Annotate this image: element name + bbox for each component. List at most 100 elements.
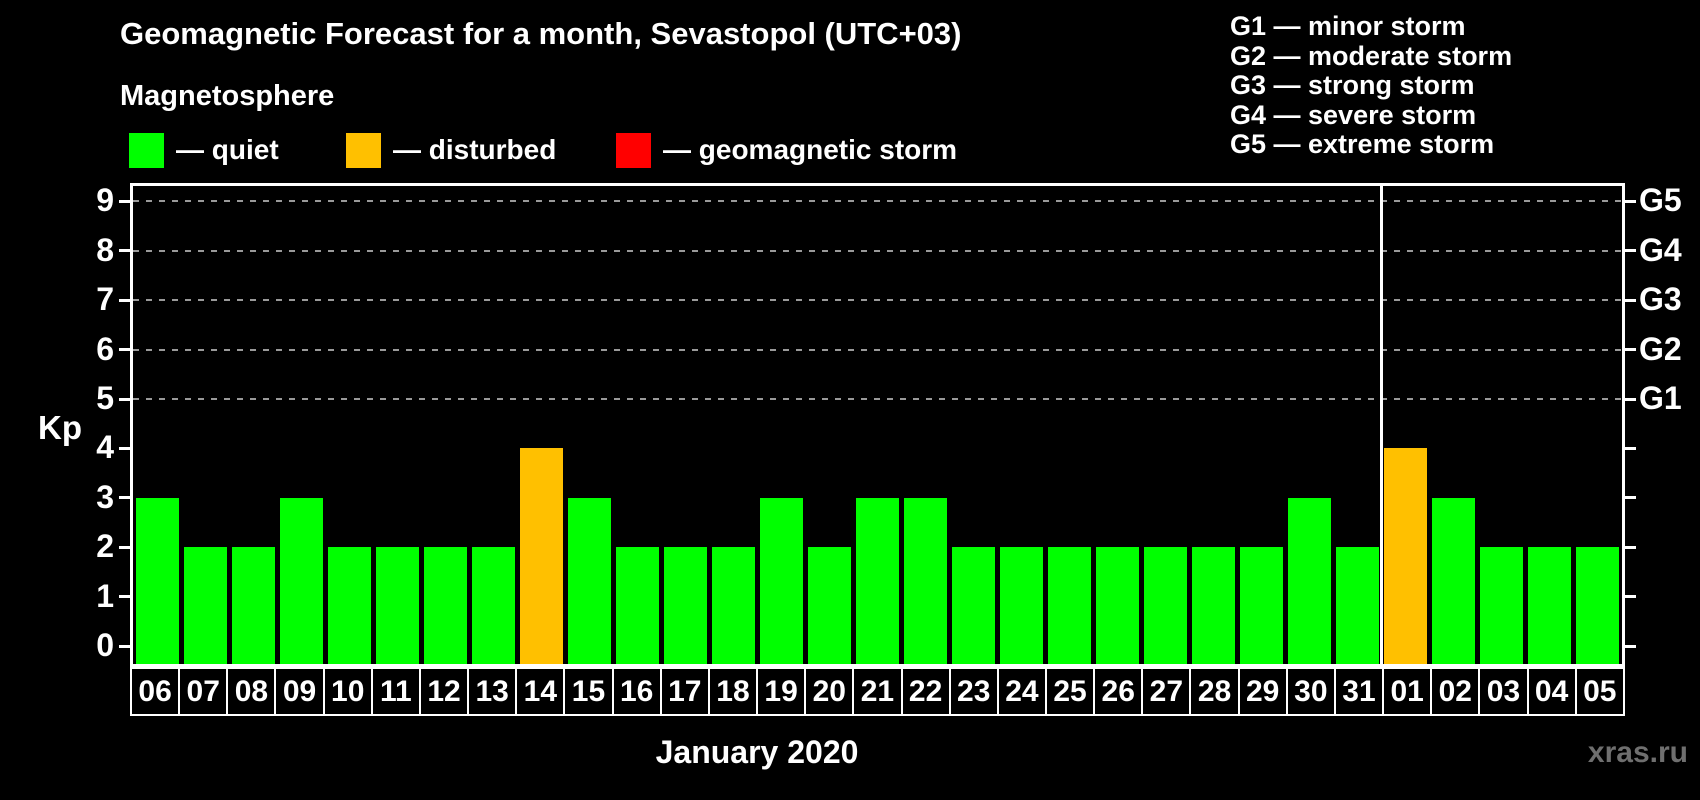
day-label-28: 28 bbox=[1191, 669, 1240, 714]
day-label-row: 06 07 08 09 10 11 12 13 14 15 16 17 18 19 20 21 22 23 24 25… bbox=[130, 667, 1625, 716]
kp-bar-11 bbox=[375, 547, 419, 664]
kp-bar-13 bbox=[471, 547, 515, 664]
day-label-03: 03 bbox=[1480, 669, 1529, 714]
day-label-29: 29 bbox=[1240, 669, 1288, 714]
left-tick-2 bbox=[119, 545, 130, 549]
y-tick-label-4: 4 bbox=[96, 429, 114, 466]
right-axis-label-g1: G1 bbox=[1639, 379, 1682, 416]
y-tick-label-3: 3 bbox=[96, 478, 114, 515]
kp-bar-08 bbox=[231, 547, 275, 664]
day-label-16: 16 bbox=[614, 669, 662, 714]
right-tick-5 bbox=[1625, 397, 1636, 401]
kp-bar-06 bbox=[135, 497, 179, 664]
right-tick-0 bbox=[1625, 644, 1636, 648]
gridline-kp-6 bbox=[133, 348, 1622, 351]
kp-bar-24 bbox=[1000, 547, 1044, 664]
day-label-08: 08 bbox=[228, 669, 277, 714]
kp-bar-01 bbox=[1384, 448, 1428, 664]
left-tick-0 bbox=[119, 644, 130, 648]
kp-bar-20 bbox=[807, 547, 851, 664]
day-label-24: 24 bbox=[999, 669, 1047, 714]
kp-bar-30 bbox=[1288, 497, 1332, 664]
xras-watermark: xras.ru bbox=[1587, 736, 1688, 769]
left-tick-3 bbox=[119, 496, 130, 500]
g3-legend-line: G3 — strong storm bbox=[1230, 70, 1475, 100]
kp-bar-21 bbox=[855, 497, 899, 664]
day-label-18: 18 bbox=[710, 669, 759, 714]
g-scale-legend: G1 — minor storm G2 — moderate storm G3 … bbox=[1230, 11, 1512, 160]
left-tick-9 bbox=[119, 199, 130, 203]
right-tick-1 bbox=[1625, 595, 1636, 599]
quiet-legend-swatch bbox=[129, 133, 164, 168]
kp-bar-03 bbox=[1480, 547, 1524, 664]
y-tick-label-8: 8 bbox=[96, 231, 114, 268]
y-tick-label-5: 5 bbox=[96, 379, 114, 416]
day-label-01: 01 bbox=[1384, 669, 1433, 714]
day-label-31: 31 bbox=[1336, 669, 1385, 714]
kp-bar-16 bbox=[615, 547, 659, 664]
right-tick-3 bbox=[1625, 496, 1636, 500]
right-tick-7 bbox=[1625, 298, 1636, 302]
day-label-15: 15 bbox=[565, 669, 614, 714]
day-label-20: 20 bbox=[806, 669, 855, 714]
kp-bar-25 bbox=[1048, 547, 1092, 664]
page-title: Geomagnetic Forecast for a month, Sevast… bbox=[120, 16, 962, 51]
kp-bar-18 bbox=[711, 547, 755, 664]
gridline-kp-5 bbox=[133, 398, 1622, 400]
g5-legend-line: G5 — extreme storm bbox=[1230, 129, 1495, 159]
left-tick-6 bbox=[119, 348, 130, 352]
day-label-14: 14 bbox=[517, 669, 566, 714]
kp-bar-14 bbox=[519, 448, 563, 664]
storm-legend-label: — geomagnetic storm bbox=[663, 134, 958, 165]
kp-bar-19 bbox=[759, 497, 803, 664]
kp-bar-09 bbox=[279, 497, 323, 664]
month-boundary-line bbox=[1380, 186, 1384, 664]
kp-bar-07 bbox=[183, 547, 227, 664]
right-axis-label-g4: G4 bbox=[1639, 231, 1682, 268]
kp-bar-23 bbox=[952, 547, 996, 664]
y-tick-label-0: 0 bbox=[96, 626, 114, 663]
day-label-13: 13 bbox=[469, 669, 518, 714]
day-label-10: 10 bbox=[325, 669, 373, 714]
storm-legend-swatch bbox=[616, 133, 651, 168]
left-tick-7 bbox=[119, 298, 130, 302]
kp-bar-22 bbox=[904, 497, 948, 664]
disturbed-legend-swatch bbox=[346, 133, 381, 168]
left-tick-5 bbox=[119, 397, 130, 401]
left-tick-4 bbox=[119, 446, 130, 450]
day-label-07: 07 bbox=[180, 669, 229, 714]
day-label-30: 30 bbox=[1288, 669, 1336, 714]
kp-bar-05 bbox=[1576, 547, 1620, 664]
right-tick-2 bbox=[1625, 545, 1636, 549]
day-label-19: 19 bbox=[758, 669, 807, 714]
day-label-05: 05 bbox=[1583, 674, 1617, 708]
day-label-06: 06 bbox=[132, 669, 181, 714]
left-tick-8 bbox=[119, 249, 130, 253]
y-tick-label-6: 6 bbox=[96, 330, 114, 367]
right-axis-label-g2: G2 bbox=[1639, 330, 1682, 367]
left-tick-1 bbox=[119, 595, 130, 599]
kp-bar-02 bbox=[1432, 497, 1476, 664]
kp-bar-26 bbox=[1096, 547, 1140, 664]
x-axis-month-label: January 2020 bbox=[655, 734, 859, 770]
day-label-02: 02 bbox=[1432, 669, 1481, 714]
right-tick-9 bbox=[1625, 199, 1636, 203]
day-label-11: 11 bbox=[373, 669, 421, 714]
right-axis-label-g3: G3 bbox=[1639, 280, 1682, 317]
kp-bar-31 bbox=[1336, 547, 1380, 664]
quiet-legend-label: — quiet bbox=[176, 134, 279, 165]
kp-bar-29 bbox=[1240, 547, 1284, 664]
y-tick-label-9: 9 bbox=[96, 182, 114, 219]
y-tick-label-7: 7 bbox=[96, 280, 114, 317]
kp-bar-28 bbox=[1192, 547, 1236, 664]
right-tick-6 bbox=[1625, 348, 1636, 352]
disturbed-legend-label: — disturbed bbox=[393, 134, 557, 165]
kp-bar-12 bbox=[423, 547, 467, 664]
y-tick-label-1: 1 bbox=[96, 577, 114, 614]
right-tick-4 bbox=[1625, 446, 1636, 450]
day-label-12: 12 bbox=[421, 669, 470, 714]
right-axis-label-g5: G5 bbox=[1639, 182, 1682, 219]
day-label-04: 04 bbox=[1529, 669, 1577, 714]
right-tick-8 bbox=[1625, 249, 1636, 253]
